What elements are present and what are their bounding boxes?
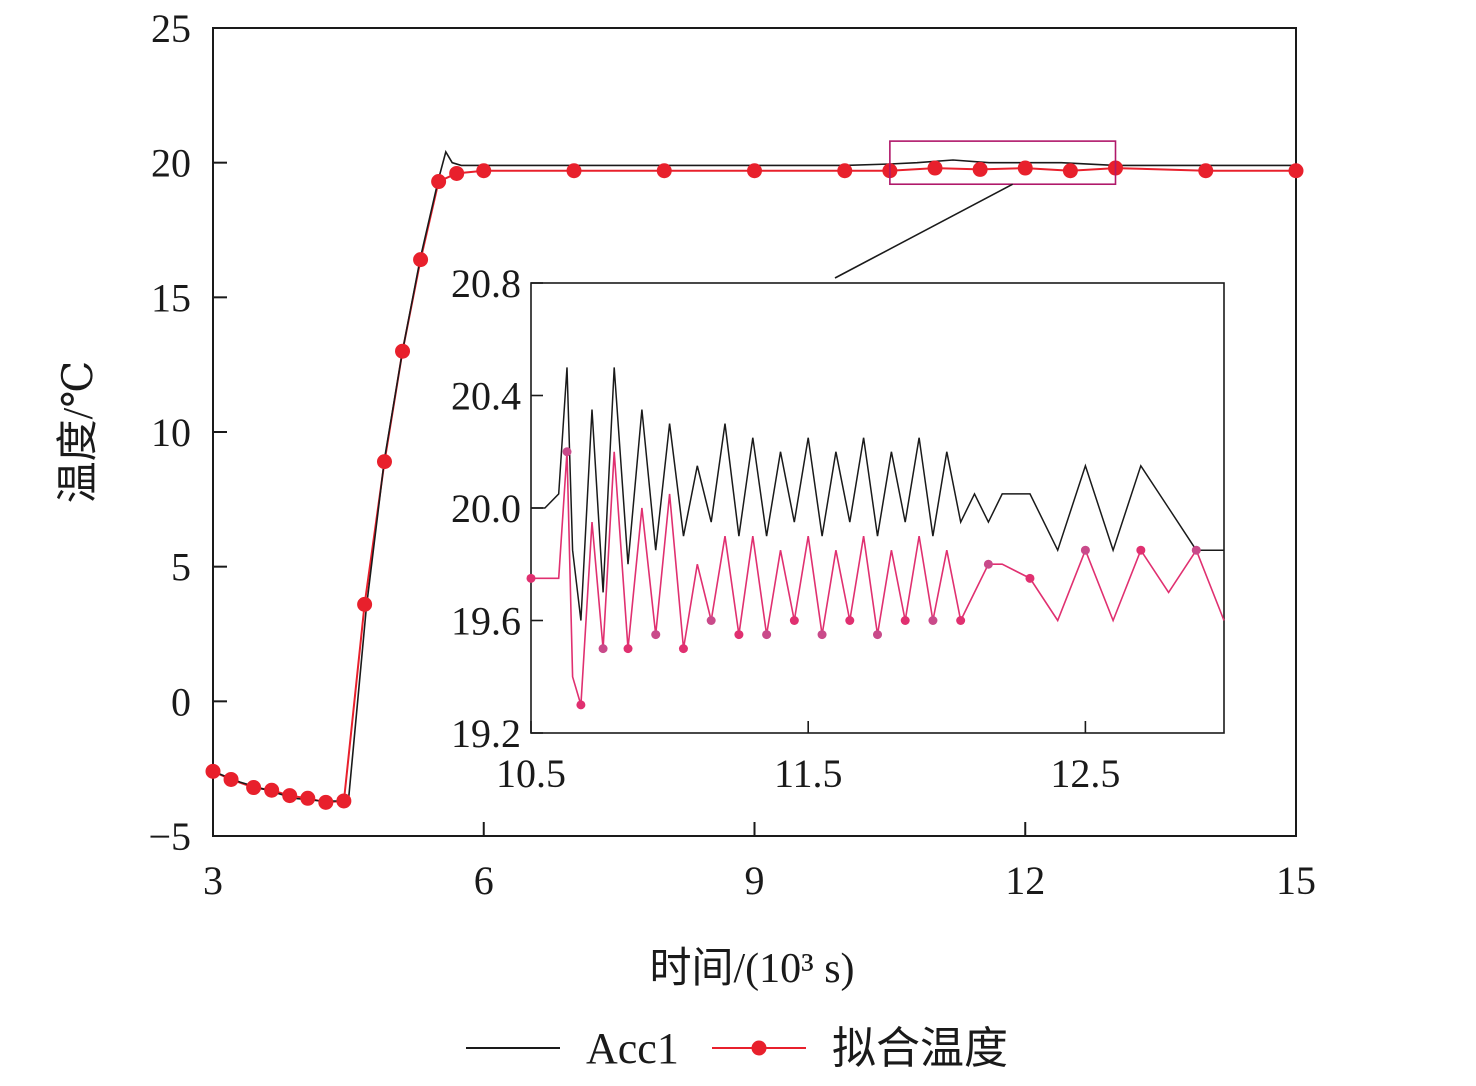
series-fit-point [336,793,352,809]
series-fit-point [264,782,280,798]
y-tick-label: 20 [151,141,191,186]
x-tick-label: 3 [203,858,223,903]
series-fit-point [837,163,853,179]
x-tick-label: 15 [1276,858,1316,903]
inset-fit-point [1025,573,1035,583]
inset-fit-point [576,700,586,710]
series-fit-point [747,163,762,179]
inset-fit-point [789,616,799,625]
y-tick-label: 15 [151,275,191,320]
inset-fit-point [817,630,827,640]
y-tick-label: 25 [151,6,191,51]
inset-fit-point [762,630,772,640]
series-fit-point [1198,163,1214,179]
series-fit-point [376,454,392,470]
inset-x-tick-label: 10.5 [496,751,566,796]
inset-fit-point [651,630,661,640]
series-fit-point [246,780,262,796]
inset-x-tick-label: 11.5 [774,751,843,796]
inset-fit-line [531,451,1225,706]
series-fit-point [1017,160,1033,176]
y-tick-label: 0 [171,679,191,724]
zoom-connector [834,183,1014,279]
series-fit-point [972,161,988,177]
inset-fit-point [900,616,910,625]
series-fit-point [476,163,492,179]
series-fit-point [395,343,411,359]
x-tick-label: 9 [745,858,765,903]
series-fit-point [656,163,672,179]
inset-frame [530,282,1225,734]
legend-fit-label: 拟合温度 [832,1024,1008,1073]
main-plot: −5 0 5 10 15 20 25 3 6 9 12 15 时间/(10³ s) 温度/℃ [56,6,1316,992]
y-tick-label: −5 [148,814,191,859]
series-fit-point [927,160,943,176]
y-tick-label: 5 [171,545,191,590]
inset-fit-point [734,630,744,640]
x-axis-title: 时间/(10³ s) [649,946,854,992]
series-fit-point [318,794,334,810]
inset-fit-point [1080,545,1090,555]
inset-fit-point [873,630,882,640]
inset-fit-point [845,616,855,625]
legend-acc1-label: Acc1 [586,1024,679,1073]
inset-acc1-line [531,367,1224,621]
inset-fit-point [928,616,938,625]
series-fit-point [282,788,298,804]
y-axis-title: 温度/℃ [56,361,102,504]
series-fit-point [431,174,447,190]
inset-fit-point [956,616,966,625]
series-fit-point [449,165,465,181]
inset-plot: 19.2 19.6 20.0 20.4 20.8 10.5 11.5 12.5 [451,261,1225,796]
inset-fit-point [1191,545,1201,555]
x-tick-label: 12 [1005,858,1045,903]
series-fit-point [1062,163,1078,179]
legend-fit-marker [751,1040,767,1056]
series-fit-point [223,771,239,787]
series-fit-point [205,763,221,779]
inset-y-tick-label: 20.4 [451,374,521,419]
y-tick-label: 10 [151,410,191,455]
series-acc1-line [212,149,1296,802]
inset-fit-point [526,573,536,583]
inset-fit-point [598,644,608,654]
inset-fit-point [678,644,688,654]
inset-fit-point [1136,545,1146,555]
series-fit-point [566,163,582,179]
inset-fit-point [706,616,716,625]
legend: Acc1 拟合温度 [466,1024,1008,1073]
series-fit-point [413,252,429,268]
zoom-box [889,140,1117,186]
series-fit-point [1288,163,1304,179]
inset-y-tick-label: 20.0 [451,486,521,531]
inset-fit-point [983,559,993,569]
inset-fit-point [623,644,633,654]
inset-y-tick-label: 19.2 [451,711,521,756]
series-fit-point [357,596,373,612]
inset-fit-point [562,447,572,457]
series-fit-point [300,790,316,806]
inset-x-tick-label: 12.5 [1050,751,1120,796]
inset-y-tick-label: 20.8 [451,261,521,306]
x-tick-label: 6 [474,858,494,903]
inset-y-tick-label: 19.6 [451,599,521,644]
